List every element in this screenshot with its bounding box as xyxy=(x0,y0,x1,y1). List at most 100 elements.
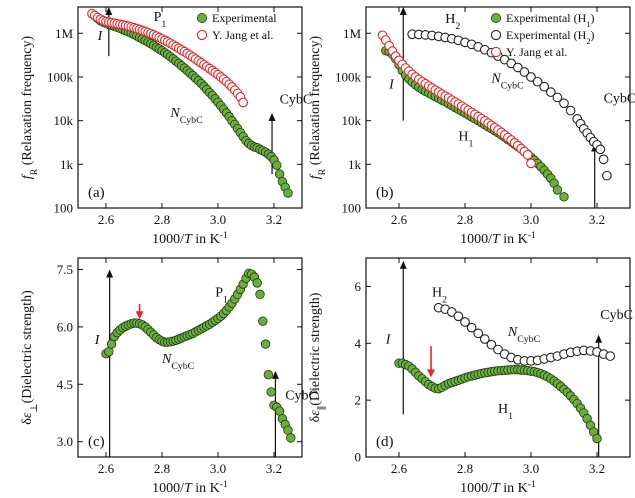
panel-label: (c) xyxy=(88,434,105,450)
x-tick-label: 2.8 xyxy=(457,212,473,227)
annotation: H1 xyxy=(498,402,513,422)
x-tick-label: 3.0 xyxy=(523,461,539,476)
y-tick-label: 100k xyxy=(335,69,362,84)
x-tick-label: 2.6 xyxy=(391,461,408,476)
data-point xyxy=(238,97,249,108)
y-tick-label: 4.5 xyxy=(57,377,73,392)
annotation: I xyxy=(97,29,104,44)
data-point xyxy=(526,72,536,82)
y-tick-label: 1k xyxy=(60,157,74,172)
legend-marker xyxy=(196,12,207,23)
x-axis-label: 1000/T in K-1 xyxy=(460,230,536,248)
annotation: CybC xyxy=(604,92,635,107)
phase-arrowhead xyxy=(105,7,113,15)
annotation: CybC xyxy=(600,308,633,323)
legend: Experimental (H1)Experimental (H2)Y. Jan… xyxy=(490,11,595,59)
y-tick-label: 1k xyxy=(348,157,362,172)
data-point xyxy=(258,316,268,326)
annotation: NCybC xyxy=(169,106,202,126)
x-tick-label: 2.8 xyxy=(154,212,170,227)
legend-marker xyxy=(490,46,502,58)
legend-entry: Experimental xyxy=(212,11,277,25)
y-tick-label: 2 xyxy=(355,393,362,408)
panel-d: 2.6 2.8 3.0 3.2 0 2 4 6 1000/T in K-1 δε∥(Dielect… xyxy=(308,257,633,496)
x-axis-label: 1000/T in K-1 xyxy=(152,479,228,497)
legend-marker xyxy=(196,29,208,41)
series-open-1 xyxy=(433,302,616,366)
y-tick-label: 3.0 xyxy=(57,434,73,449)
panel-b: 2.6 2.8 3.0 3.2 100 1k 10k 100k 1M 1000/T in K-1 f… xyxy=(308,6,635,248)
data-point xyxy=(263,370,274,380)
data-point xyxy=(512,62,523,73)
red-arrowhead xyxy=(427,369,436,378)
x-axis-label: 1000/T in K-1 xyxy=(152,230,228,248)
annotation: H2 xyxy=(445,12,460,32)
annotation: P1 xyxy=(154,10,167,30)
data-point xyxy=(559,192,569,202)
phase-arrowhead xyxy=(595,334,603,343)
data-point xyxy=(552,185,563,195)
annotation: CybC xyxy=(280,92,313,107)
annotation: NCybC xyxy=(507,325,540,345)
data-point xyxy=(283,188,293,198)
data-point xyxy=(479,334,490,344)
data-point xyxy=(252,278,262,288)
panel-label: (b) xyxy=(376,185,394,201)
series-open-1 xyxy=(407,29,612,181)
phase-arrowhead xyxy=(106,269,114,278)
panel-label: (a) xyxy=(88,185,105,201)
x-tick-label: 2.6 xyxy=(98,461,115,476)
series-open-2 xyxy=(377,30,536,169)
data-point xyxy=(286,433,296,443)
y-tick-label: 1M xyxy=(343,26,362,41)
phase-arrowhead xyxy=(399,260,407,269)
panel-label: (d) xyxy=(376,434,394,450)
data-point xyxy=(493,344,503,355)
data-point xyxy=(539,81,550,92)
plot-frame xyxy=(77,6,303,209)
x-tick-label: 3.0 xyxy=(210,461,226,476)
annotation: H2 xyxy=(432,285,447,305)
data-point xyxy=(532,76,543,87)
x-tick-label: 3.2 xyxy=(589,461,605,476)
series-filled-0 xyxy=(394,358,602,444)
y-tick-label: 7.5 xyxy=(57,262,73,277)
data-point xyxy=(272,160,282,170)
y-tick-label: 6.0 xyxy=(57,319,73,334)
plot-frame xyxy=(365,257,631,458)
data-point xyxy=(260,339,271,349)
data-point xyxy=(595,144,606,155)
plot-frame xyxy=(365,6,631,209)
data-point xyxy=(552,92,563,103)
panel-a: 2.6 2.8 3.0 3.2 100 1k 10k 100k 1M 1000/T in K-1 f… xyxy=(20,6,313,248)
x-tick-label: 2.6 xyxy=(391,212,408,227)
y-tick-label: 1M xyxy=(55,26,74,41)
annotation: I xyxy=(385,332,392,347)
data-point xyxy=(486,339,497,350)
legend-entry: Y. Jang et al. xyxy=(506,45,567,59)
data-point xyxy=(466,322,477,333)
x-tick-label: 3.2 xyxy=(589,212,605,227)
x-tick-label: 2.8 xyxy=(457,461,473,476)
y-tick-label: 0 xyxy=(355,450,362,465)
plot-frame xyxy=(77,257,303,458)
data-point xyxy=(266,387,276,397)
data-point xyxy=(519,67,530,77)
legend-entry: Y. Jang et al. xyxy=(212,28,273,42)
data-point xyxy=(559,98,569,109)
data-point xyxy=(460,317,470,327)
y-tick-label: 10k xyxy=(342,113,362,128)
x-tick-label: 3.2 xyxy=(266,212,282,227)
legend-entry: Experimental (H1) xyxy=(506,11,595,29)
data-point xyxy=(592,433,602,444)
legend-marker xyxy=(490,12,501,23)
x-tick-label: 3.0 xyxy=(210,212,226,227)
annotation: I xyxy=(94,333,101,348)
data-point xyxy=(473,328,484,339)
legend-entry: Experimental (H2) xyxy=(506,28,595,46)
data-point xyxy=(565,105,576,116)
y-tick-label: 100 xyxy=(54,201,74,216)
x-tick-label: 3.0 xyxy=(523,212,539,227)
data-point xyxy=(598,154,609,165)
